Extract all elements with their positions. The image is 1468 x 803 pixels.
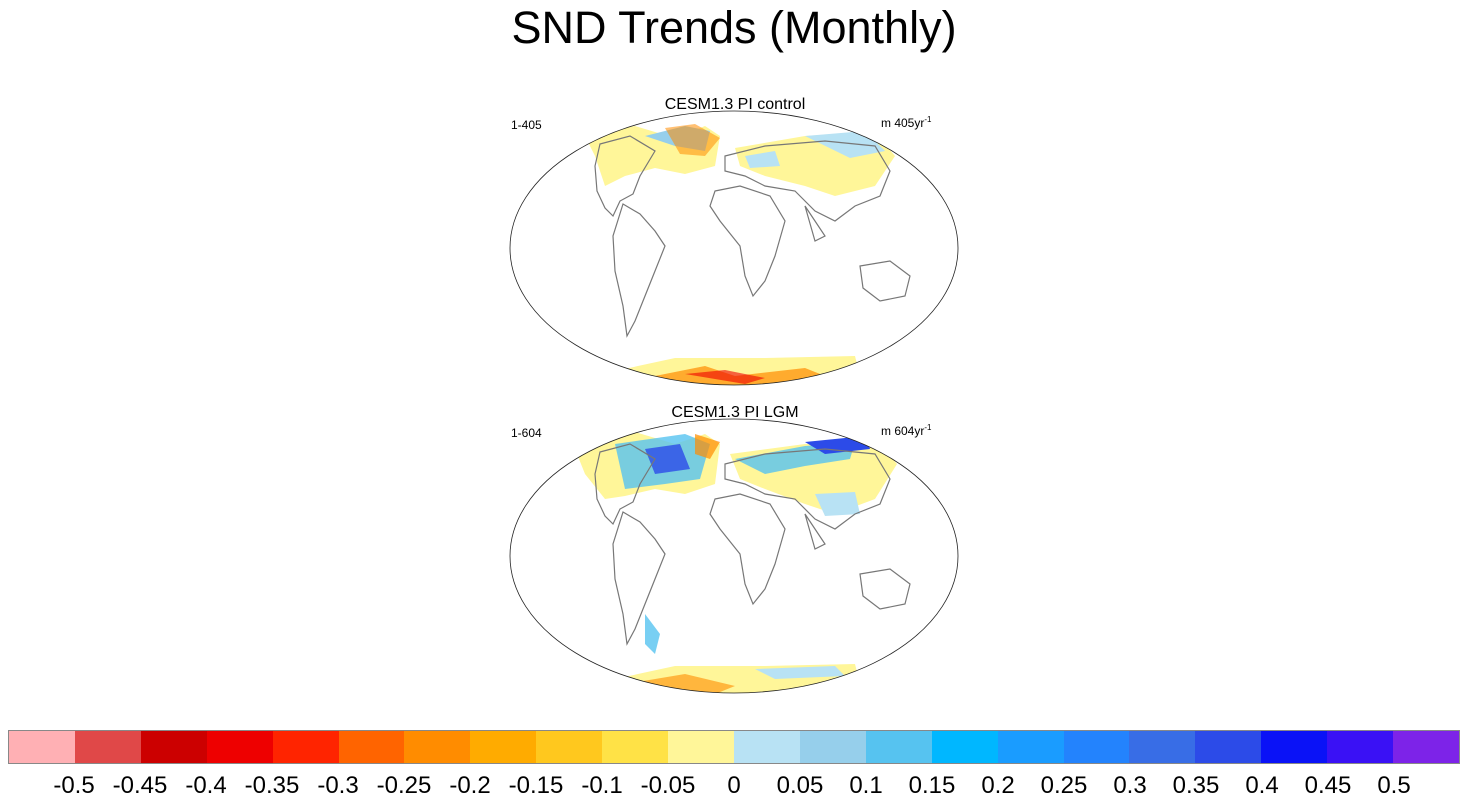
- panel-left-label: 1-604: [511, 426, 542, 440]
- colorbar-tick-label: -0.25: [376, 772, 432, 799]
- map-panel-control: CESM1.3 PI control 1-405 m 405yr-1: [505, 96, 965, 396]
- colorbar: [8, 730, 1460, 764]
- colorbar-tick-label: 0.1: [849, 772, 883, 799]
- colorbar-tick-label: 0: [727, 772, 741, 799]
- colorbar-box: [1261, 731, 1328, 763]
- colorbar-box: [1195, 731, 1262, 763]
- colorbar-box: [536, 731, 603, 763]
- colorbar-box: [140, 731, 207, 763]
- colorbar-box: [272, 731, 339, 763]
- colorbar-box: [404, 731, 471, 763]
- colorbar-tick-label: -0.2: [449, 772, 491, 799]
- colorbar-box: [997, 731, 1064, 763]
- panel-right-label: m 604yr-1: [881, 423, 932, 438]
- colorbar-tick-label: -0.45: [112, 772, 168, 799]
- colorbar-box: [1129, 731, 1196, 763]
- colorbar-box: [865, 731, 932, 763]
- panel-title: CESM1.3 PI LGM: [671, 404, 799, 421]
- colorbar-tick-label: -0.05: [640, 772, 696, 799]
- colorbar-box: [799, 731, 866, 763]
- colorbar-tick-label: -0.35: [244, 772, 300, 799]
- colorbar-tick-label: 0.25: [1040, 772, 1088, 799]
- colorbar-box: [1063, 731, 1130, 763]
- colorbar-box: [9, 731, 75, 763]
- colorbar-tick-label: -0.3: [317, 772, 359, 799]
- panel-right-label: m 405yr-1: [881, 115, 932, 130]
- colorbar-box: [206, 731, 273, 763]
- colorbar-tick-label: -0.4: [185, 772, 227, 799]
- colorbar-box: [470, 731, 537, 763]
- colorbar-tick-label: -0.1: [581, 772, 623, 799]
- colorbar-box: [74, 731, 141, 763]
- colorbar-tick-label: -0.5: [53, 772, 95, 799]
- map-svg: [509, 418, 959, 694]
- colorbar-tick-label: 0.35: [1172, 772, 1220, 799]
- colorbar-tick-label: 0.3: [1113, 772, 1147, 799]
- colorbar-tick-label: 0.2: [981, 772, 1015, 799]
- colorbar-tick-label: 0.05: [776, 772, 824, 799]
- map-panel-lgm: CESM1.3 PI LGM 1-604 m 604yr-1: [505, 404, 965, 704]
- panel-left-label: 1-405: [511, 118, 542, 132]
- colorbar-labels: -0.5 -0.45 -0.4 -0.35 -0.3 -0.25 -0.2 -0.15 -0.1…: [0, 772, 1468, 802]
- panel-title: CESM1.3 PI control: [664, 96, 806, 113]
- colorbar-tick-label: 0.4: [1245, 772, 1279, 799]
- colorbar-tick-label: -0.15: [508, 772, 564, 799]
- figure-title: SND Trends (Monthly): [511, 2, 957, 53]
- colorbar-tick-label: 0.5: [1377, 772, 1411, 799]
- colorbar-box: [733, 731, 800, 763]
- colorbar-tick-label: 0.45: [1304, 772, 1352, 799]
- colorbar-tick-label: 0.15: [908, 772, 956, 799]
- colorbar-box: [931, 731, 998, 763]
- colorbar-box: [668, 731, 734, 763]
- colorbar-box: [1393, 731, 1459, 763]
- colorbar-box: [1327, 731, 1394, 763]
- colorbar-box: [602, 731, 669, 763]
- map-svg: [509, 110, 959, 386]
- colorbar-box: [338, 731, 405, 763]
